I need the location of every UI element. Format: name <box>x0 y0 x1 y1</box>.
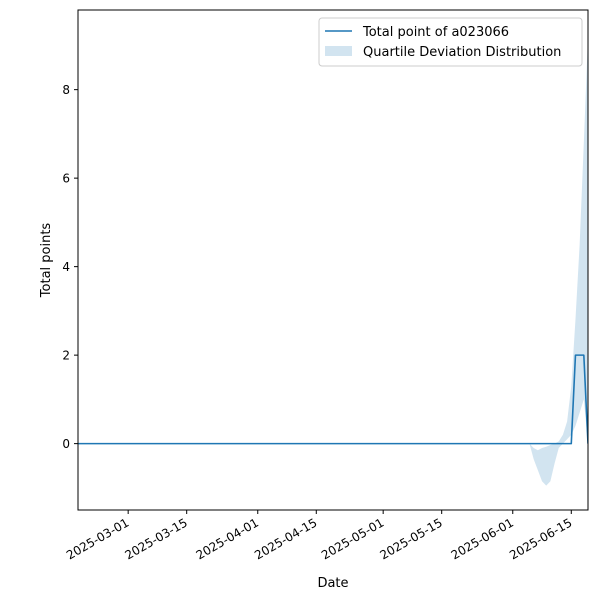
legend-label-band: Quartile Deviation Distribution <box>363 45 561 60</box>
y-tick-label: 8 <box>62 83 70 97</box>
x-axis-label: Date <box>317 576 348 591</box>
y-tick-label: 0 <box>62 437 70 451</box>
y-axis-label: Total points <box>39 223 54 299</box>
y-tick-label: 6 <box>62 172 70 186</box>
y-tick-label: 2 <box>62 349 70 363</box>
y-tick-label: 4 <box>62 260 70 274</box>
legend-label-line: Total point of a023066 <box>362 25 509 40</box>
legend-band-swatch <box>325 46 352 56</box>
legend: Total point of a023066 Quartile Deviatio… <box>319 18 582 66</box>
